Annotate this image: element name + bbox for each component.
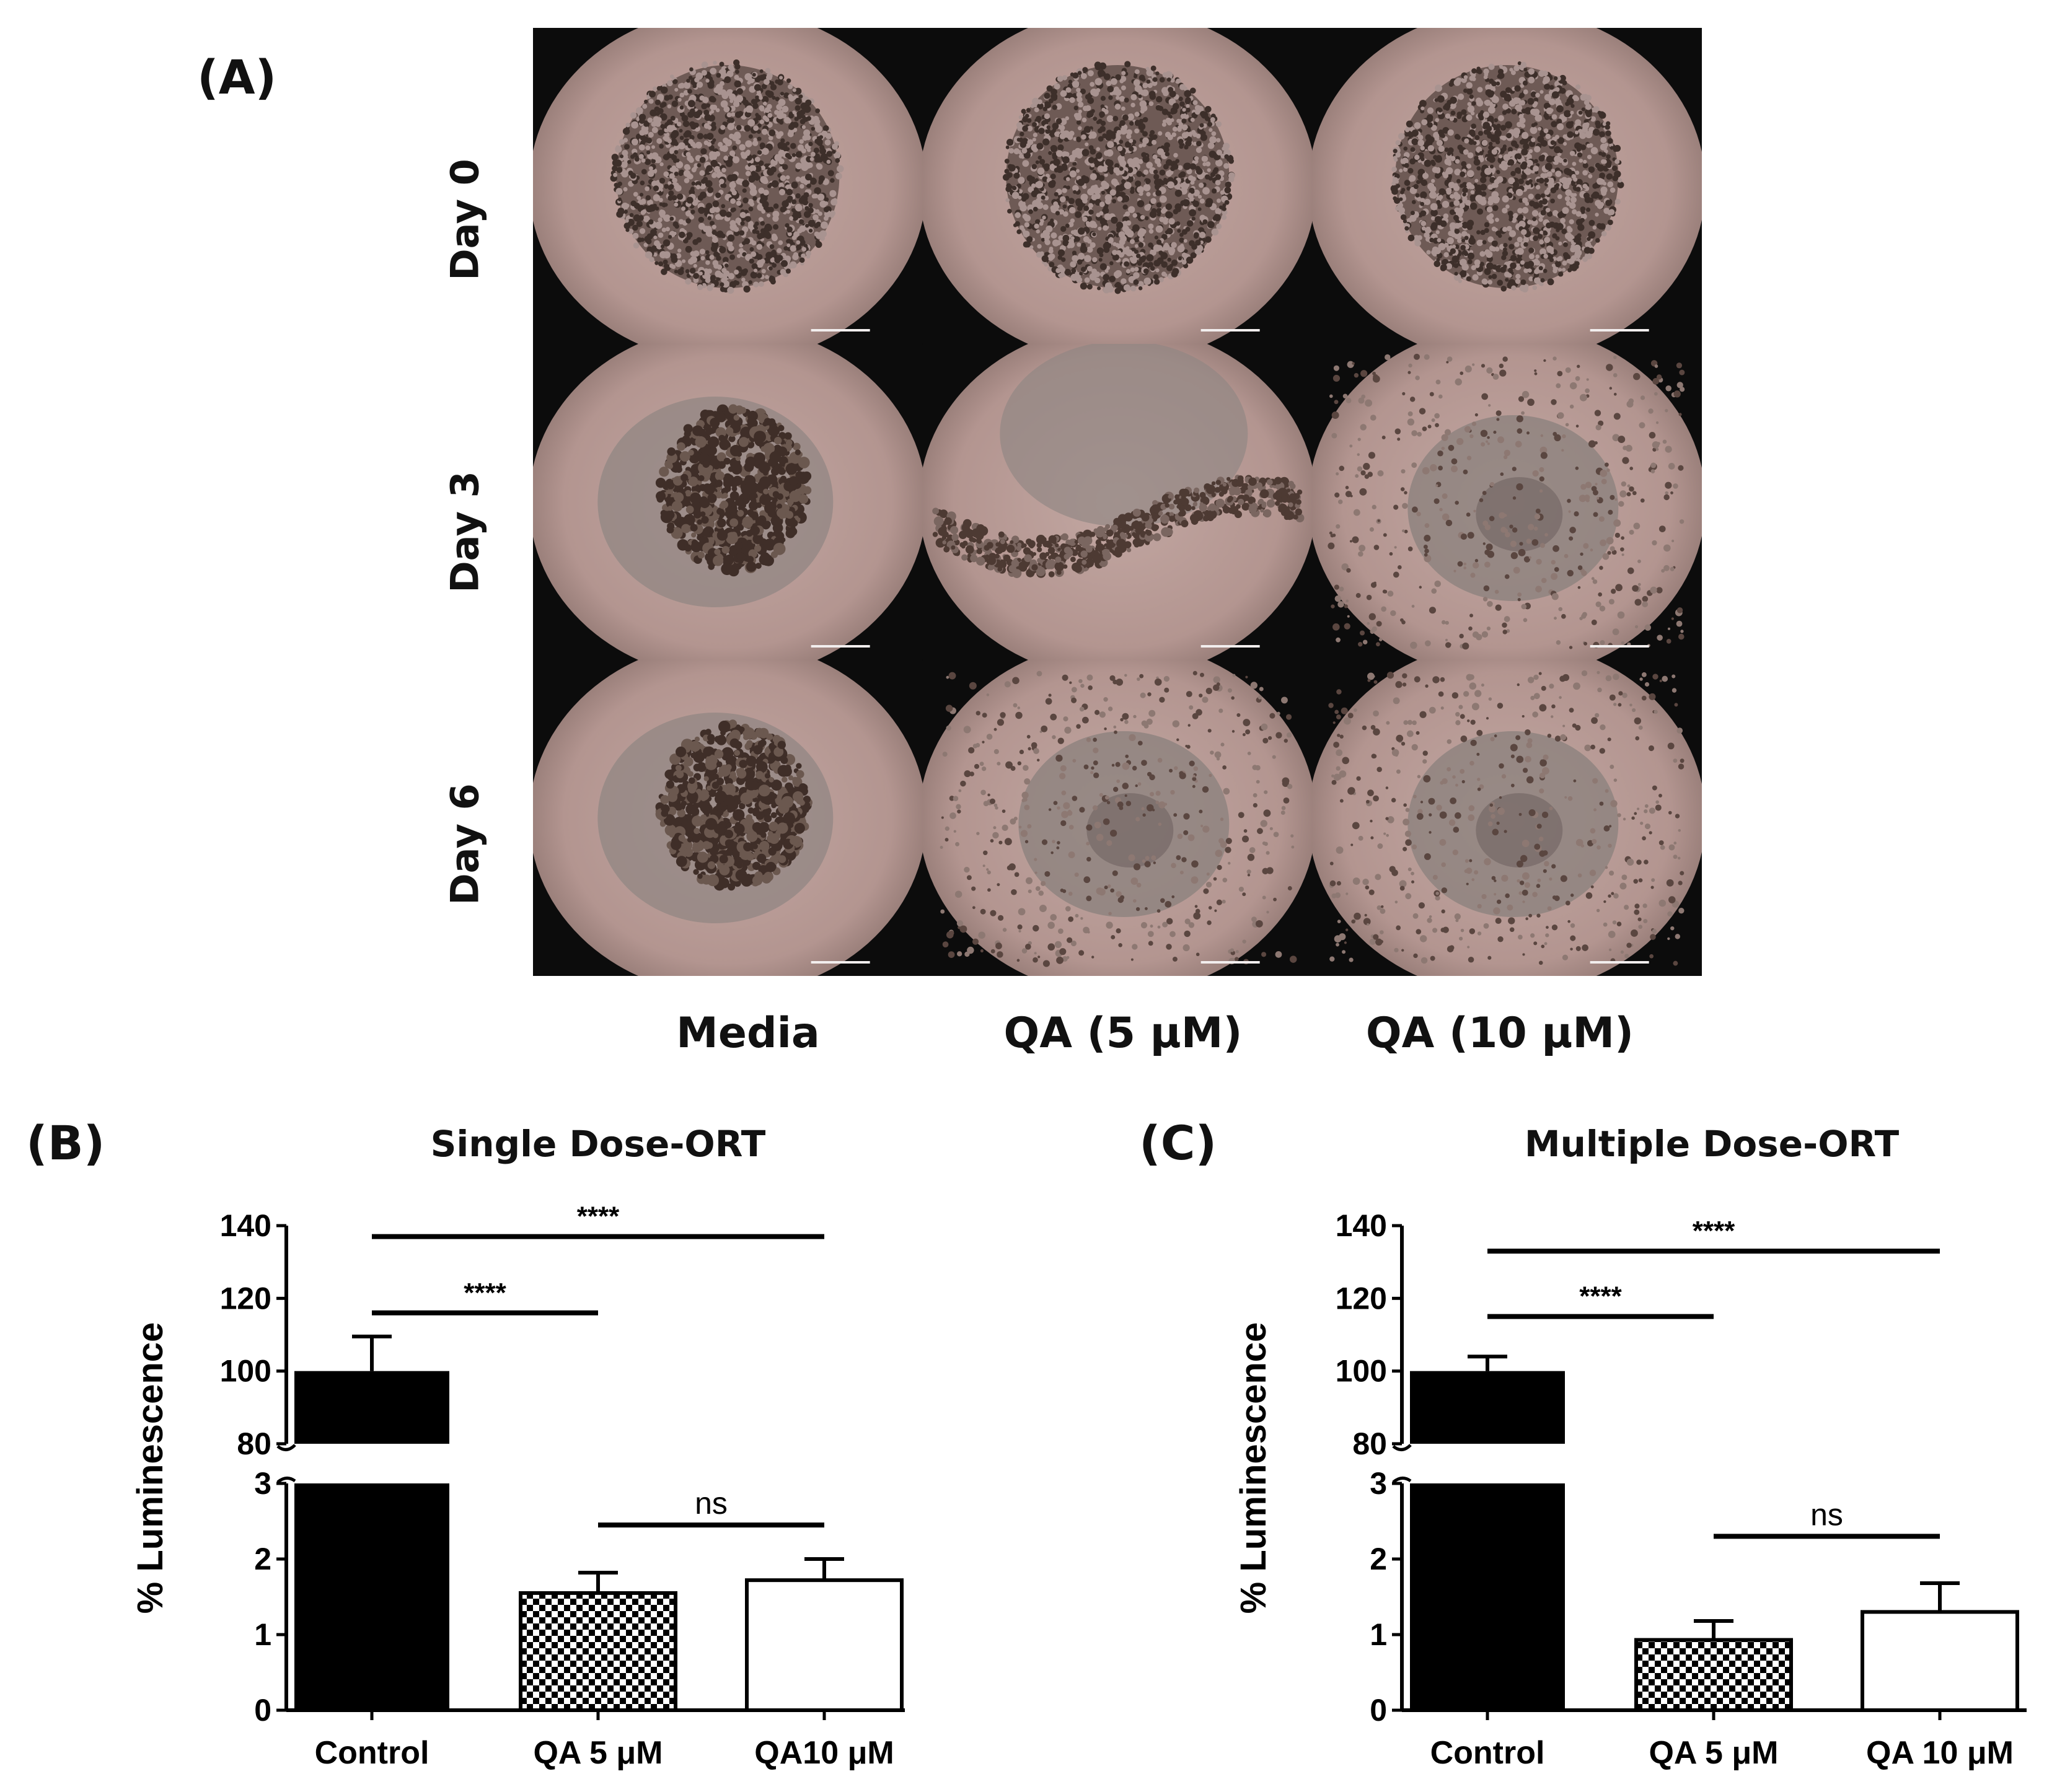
column-label-media: Media bbox=[676, 1009, 820, 1058]
y-tick-label: 2 bbox=[1370, 1542, 1387, 1576]
row-label-day-6: Day 6 bbox=[442, 783, 488, 905]
bar-0 bbox=[1410, 1371, 1565, 1710]
row-label-day-3: Day 3 bbox=[442, 471, 488, 593]
chart-c-title: Multiple Dose-ORT bbox=[1524, 1123, 1900, 1165]
bar-0 bbox=[294, 1371, 449, 1710]
y-tick-label: 120 bbox=[220, 1281, 271, 1315]
y-tick-label: 3 bbox=[1370, 1466, 1387, 1501]
panel-label-b: (B) bbox=[26, 1115, 105, 1171]
x-tick-label: QA 5 μM bbox=[533, 1735, 663, 1771]
y-tick-label: 0 bbox=[1370, 1693, 1387, 1728]
y-tick-label: 140 bbox=[1336, 1208, 1387, 1243]
y-tick-label: 0 bbox=[254, 1693, 271, 1728]
bar-1 bbox=[519, 1591, 677, 1713]
y-axis-label: % Luminescence bbox=[1233, 1322, 1274, 1614]
row-label-day-0: Day 0 bbox=[442, 159, 488, 281]
bar-2 bbox=[745, 1578, 904, 1712]
error-bar-0 bbox=[1468, 1355, 1507, 1371]
micrograph-day-3-col-2 bbox=[922, 344, 1313, 660]
y-axis-label: % Luminescence bbox=[130, 1322, 170, 1614]
error-bar-0 bbox=[352, 1334, 392, 1371]
micrograph-day-0-col-1 bbox=[533, 28, 923, 344]
micrograph-day-6-col-1 bbox=[533, 660, 923, 976]
column-label-qa-10: QA (10 μM) bbox=[1365, 1009, 1634, 1058]
micrograph-day-6-col-2 bbox=[922, 660, 1313, 976]
chart-multiple-dose: 0 1 2 3 80 100 120 140 % Luminescence Control QA 5… bbox=[1233, 1208, 2027, 1771]
bar-1 bbox=[1634, 1638, 1793, 1712]
significance-label-1: **** bbox=[577, 1201, 620, 1232]
x-tick-label: QA 10 μM bbox=[1866, 1735, 2014, 1771]
y-tick-label: 140 bbox=[220, 1208, 271, 1243]
significance-label-0: **** bbox=[464, 1278, 506, 1308]
x-tick-label: QA 5 μM bbox=[1649, 1735, 1778, 1771]
significance-label-2: ns bbox=[695, 1486, 728, 1521]
y-tick-label: 100 bbox=[1336, 1354, 1387, 1389]
micrograph-day-0-col-2 bbox=[922, 28, 1313, 344]
error-bar-1 bbox=[578, 1570, 618, 1593]
y-tick-label: 120 bbox=[1336, 1281, 1387, 1315]
column-label-qa-5: QA (5 μM) bbox=[1003, 1009, 1243, 1058]
y-tick-label: 100 bbox=[220, 1354, 271, 1389]
error-bar-1 bbox=[1694, 1619, 1733, 1640]
micrograph-day-6-col-3 bbox=[1312, 660, 1702, 976]
y-tick-label: 1 bbox=[1370, 1617, 1387, 1652]
y-tick-label: 3 bbox=[254, 1466, 271, 1501]
micrograph-day-3-col-1 bbox=[533, 344, 923, 660]
x-tick-label: QA10 μM bbox=[754, 1735, 894, 1771]
micrograph-day-3-col-3 bbox=[1312, 344, 1702, 660]
x-tick-label: Control bbox=[1430, 1735, 1545, 1771]
micrograph-day-0-col-3 bbox=[1312, 28, 1702, 344]
panel-label-c: (C) bbox=[1139, 1115, 1217, 1171]
significance-label-0: **** bbox=[1579, 1281, 1622, 1312]
significance-label-1: **** bbox=[1693, 1216, 1735, 1246]
y-tick-label: 1 bbox=[254, 1617, 271, 1652]
chart-single-dose: 0 1 2 3 80 100 120 140 % Luminescence Control QA 5… bbox=[130, 1201, 905, 1771]
y-tick-label: 2 bbox=[254, 1542, 271, 1576]
x-tick-label: Control bbox=[315, 1735, 429, 1771]
y-tick-label: 80 bbox=[237, 1426, 271, 1461]
chart-b-title: Single Dose-ORT bbox=[430, 1123, 766, 1165]
bar-2 bbox=[1861, 1610, 2019, 1713]
y-tick-label: 80 bbox=[1352, 1426, 1387, 1461]
panel-label-a: (A) bbox=[197, 50, 277, 105]
microscopy-grid bbox=[533, 28, 1702, 976]
significance-label-2: ns bbox=[1810, 1497, 1843, 1532]
error-bar-2 bbox=[804, 1557, 844, 1581]
error-bar-2 bbox=[1920, 1581, 1960, 1612]
